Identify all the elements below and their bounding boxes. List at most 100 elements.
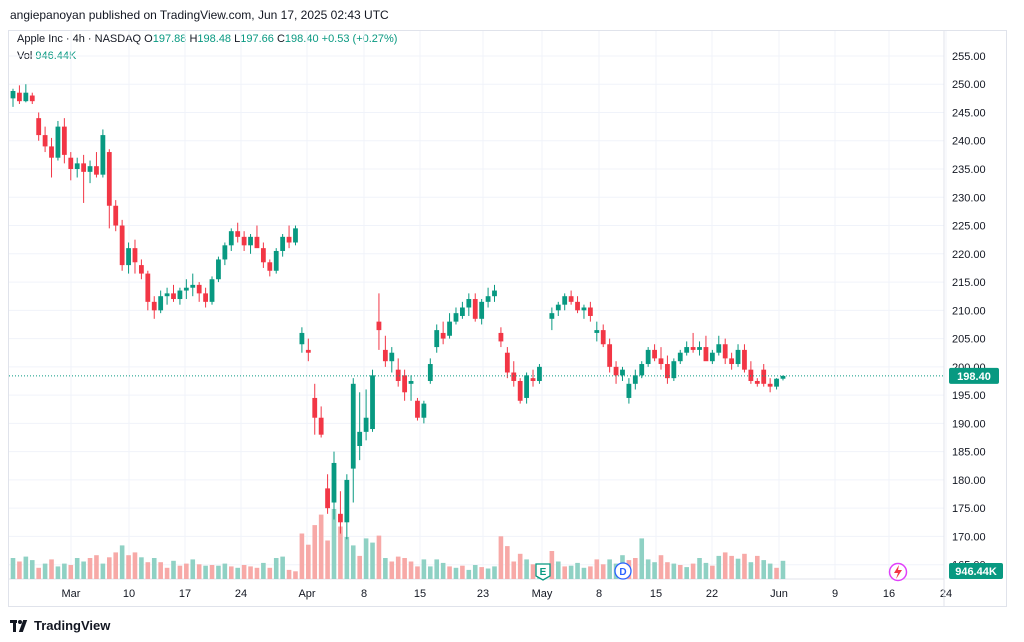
y-tick-label: 235.00 [952, 164, 986, 176]
volume-bar [107, 557, 112, 579]
volume-bar [440, 562, 446, 579]
volume-bar [55, 566, 61, 579]
volume-bar [203, 565, 208, 579]
candle-body [10, 91, 16, 99]
candle-body [132, 248, 138, 263]
x-tick-label: Jun [770, 588, 788, 600]
volume-bar [742, 553, 747, 579]
y-tick-label: 215.00 [952, 277, 986, 289]
candle-body [350, 383, 356, 469]
volume-bar [562, 566, 567, 579]
candle-body [530, 378, 536, 381]
candle-body [620, 369, 625, 376]
candle-body [427, 364, 433, 381]
candle-body [684, 347, 690, 353]
candle-body [395, 369, 401, 381]
volume-bar [472, 565, 478, 579]
candle-body [587, 307, 593, 316]
volume-bar [318, 514, 324, 579]
earnings-marker-icon [535, 563, 551, 581]
candle-body [453, 313, 459, 322]
high-label: H [189, 33, 198, 45]
volume-bar [171, 560, 176, 579]
candle-body [600, 330, 606, 345]
candle-body [254, 236, 260, 249]
low-label: L [234, 33, 241, 45]
volume-bar [665, 562, 670, 579]
volume-bar [49, 559, 54, 579]
candle-body [61, 126, 67, 155]
candle-body [100, 135, 106, 175]
candle-body [209, 279, 215, 302]
volume-bar [639, 538, 645, 579]
volume-bar [600, 564, 606, 579]
candle-body [190, 284, 196, 288]
volume-bar [703, 562, 709, 579]
volume-bar [74, 558, 80, 579]
candle-body [29, 95, 35, 102]
candle-body [575, 301, 580, 311]
tradingview-brand: TradingView [34, 618, 111, 633]
candle-body [652, 349, 657, 359]
candle-body [594, 330, 600, 333]
volume-bar [671, 563, 677, 579]
candle-body [357, 431, 363, 446]
volume-bar [132, 552, 138, 579]
volume-bar [119, 545, 125, 579]
candle-body [748, 369, 754, 381]
x-tick-label: 16 [883, 588, 895, 600]
volume-bar [306, 544, 311, 579]
volume-bar [312, 525, 318, 579]
y-tick-label: 185.00 [952, 447, 986, 459]
volume-bar [81, 561, 86, 579]
volume-bar [453, 567, 459, 579]
y-tick-label: 190.00 [952, 418, 986, 430]
volume-bar [383, 558, 388, 579]
volume-bar [697, 558, 702, 579]
chart-frame[interactable]: 255.00 250.00 245.00 240.00 235.00 230.00 225.… [8, 30, 1007, 607]
candle-body [735, 349, 741, 365]
candle-body [402, 375, 408, 393]
candle-body [658, 358, 664, 365]
candle-body [17, 92, 22, 102]
volume-bar [588, 566, 593, 579]
candle-body [632, 375, 638, 384]
candle-body [151, 301, 157, 311]
volume-bar [254, 567, 260, 579]
symbol-title[interactable]: Apple Inc · 4h · NASDAQ [17, 33, 142, 45]
candle-body [228, 231, 234, 246]
volume-bar [235, 567, 240, 579]
volume-bar [273, 558, 279, 579]
candle-body [171, 293, 176, 300]
volume-bar [517, 553, 523, 579]
x-tick-label: 10 [123, 588, 135, 600]
candle-body [767, 383, 773, 387]
candle-body [537, 366, 542, 381]
candle-body [363, 417, 369, 432]
y-tick-label: 245.00 [952, 107, 986, 119]
volume-bar [164, 567, 170, 579]
last-volume-label: 946.44K [955, 566, 997, 578]
x-tick-label: 8 [361, 588, 367, 600]
volume-bar [780, 560, 786, 579]
publish-byline: angiepanoyan published on TradingView.co… [10, 8, 389, 22]
x-tick-label: 17 [179, 588, 191, 600]
open-value: 197.88 [152, 33, 187, 45]
volume-bar [350, 545, 356, 579]
volume-bar [158, 562, 163, 579]
volume-bar [325, 540, 330, 579]
volume-bar [267, 567, 273, 579]
candle-body [716, 344, 722, 353]
volume-bar [434, 559, 440, 579]
x-tick-label: Apr [298, 588, 315, 600]
candle-body [581, 307, 587, 311]
volume-bar [755, 555, 760, 579]
candle-body [389, 352, 395, 362]
candle-body [235, 231, 241, 237]
price-chart[interactable]: 255.00 250.00 245.00 240.00 235.00 230.00 225.… [9, 31, 1006, 606]
volume-bar [511, 561, 517, 579]
volume-bar [633, 558, 638, 579]
event-marker-label: E [540, 567, 547, 578]
candle-body [260, 248, 266, 263]
volume-bar [466, 569, 472, 579]
